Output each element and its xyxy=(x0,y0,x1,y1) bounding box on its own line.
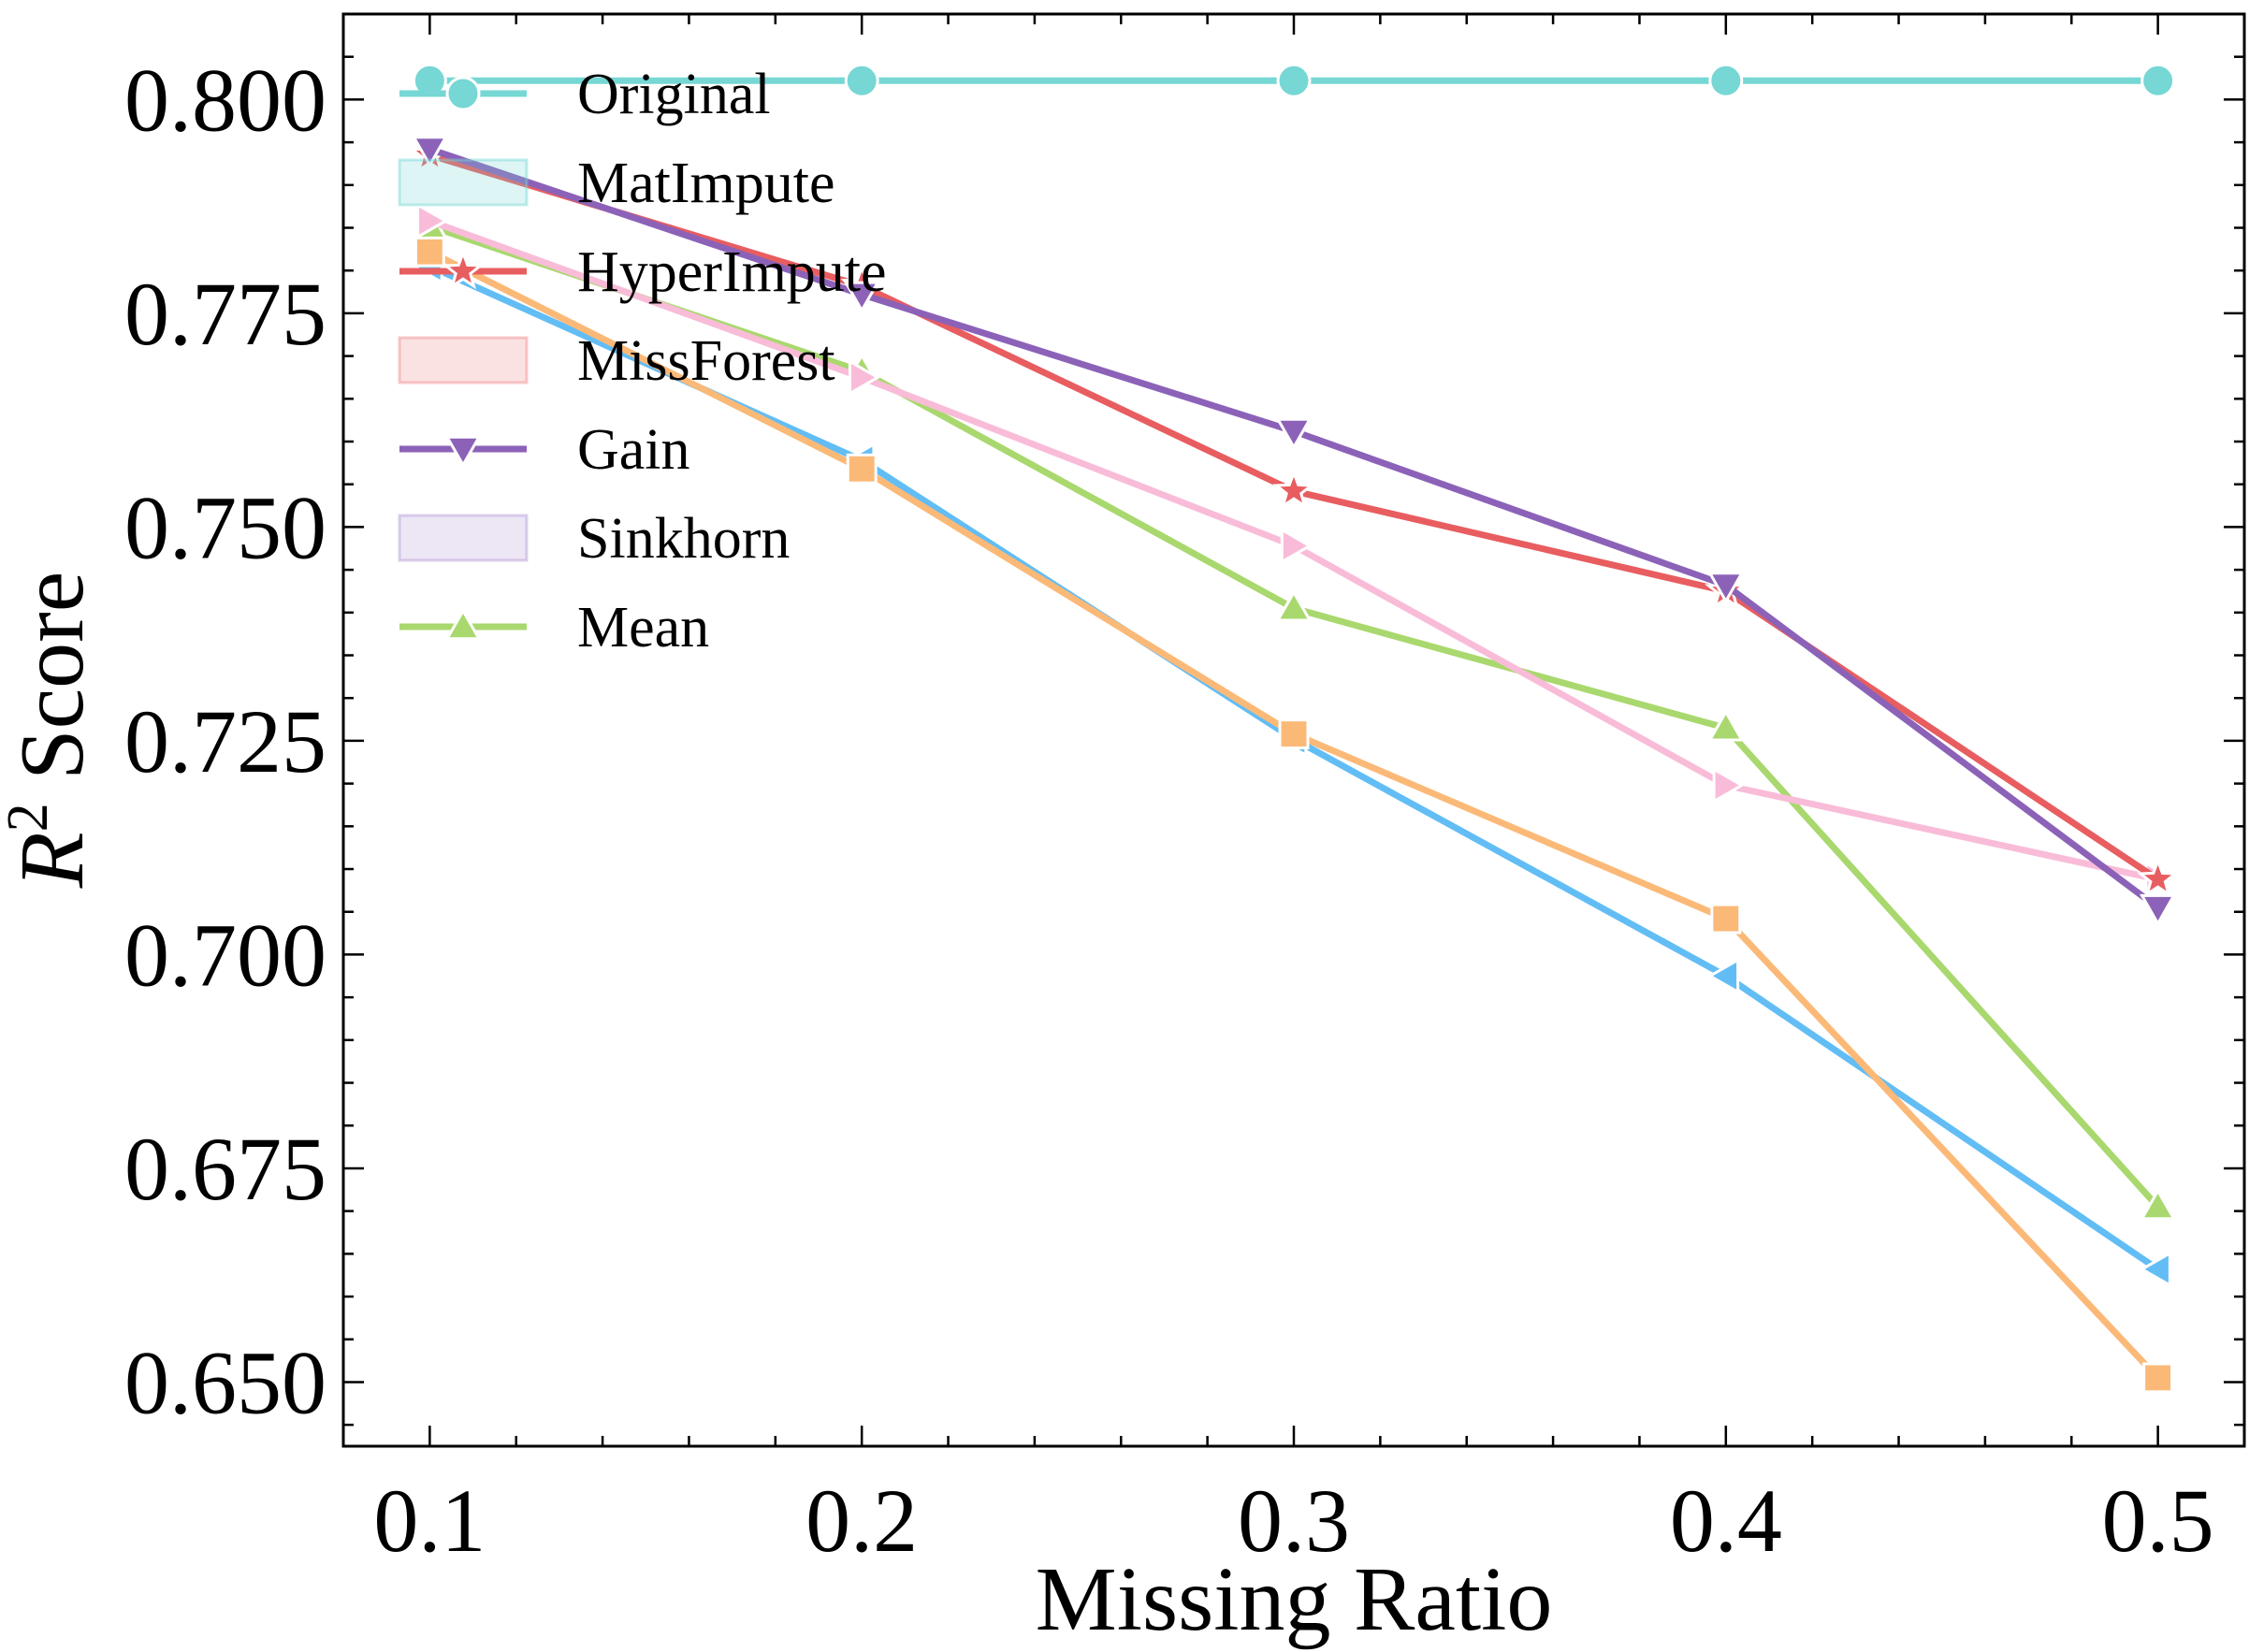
legend-marker xyxy=(444,607,482,641)
data-point xyxy=(1276,63,1312,98)
legend-entry-hyperimpute: HyperImpute xyxy=(399,240,887,304)
series-line xyxy=(428,263,2160,1272)
series-unlabeled-1 xyxy=(411,248,2171,1288)
legend-patch xyxy=(398,514,529,562)
legend-label: Gain xyxy=(577,418,690,482)
x-tick-label: 0.5 xyxy=(2102,1471,2214,1571)
legend-label: MissForest xyxy=(577,329,835,393)
data-point xyxy=(2139,1251,2171,1288)
series-original xyxy=(412,63,2176,98)
tick-labels: 0.650 0.675 0.700 0.725 0.750 0.775 0.800 0.1 0.… xyxy=(124,50,2214,1571)
legend-entry-sinkhorn: Sinkhorn xyxy=(398,507,790,571)
data-point xyxy=(1280,527,1313,565)
y-tick-label: 0.775 xyxy=(124,264,326,364)
y-tick-label: 0.725 xyxy=(124,691,326,791)
y-tick-label: 0.750 xyxy=(124,477,326,577)
legend-marker xyxy=(442,249,485,290)
x-axis-title: Missing Ratio xyxy=(1036,1549,1553,1650)
legend-label: MatImpute xyxy=(577,152,835,215)
legend-entry-mean: Mean xyxy=(399,596,709,659)
data-point xyxy=(1275,417,1313,451)
data-point xyxy=(414,236,445,268)
data-point xyxy=(1272,469,1315,510)
data-point xyxy=(848,358,881,397)
legend-label: HyperImpute xyxy=(577,240,887,304)
data-point xyxy=(1275,589,1313,622)
data-point xyxy=(416,202,449,239)
x-tick-label: 0.2 xyxy=(805,1471,918,1571)
legend-entry-matimpute: MatImpute xyxy=(398,152,835,215)
y-tick-label: 0.800 xyxy=(124,50,326,150)
data-point xyxy=(846,453,878,485)
legend-patch xyxy=(398,336,529,384)
data-point xyxy=(1708,63,1744,98)
data-point xyxy=(844,63,879,98)
legend-label: Sinkhorn xyxy=(577,507,790,571)
legend-marker xyxy=(444,435,482,469)
y-axis-title-main: R xyxy=(2,832,103,889)
data-point xyxy=(1710,903,1742,935)
data-point xyxy=(843,281,880,313)
legend-label: Original xyxy=(577,63,771,126)
series-unlabeled-2 xyxy=(414,236,2174,1394)
data-point xyxy=(1278,718,1310,750)
data-point xyxy=(1706,957,1740,994)
data-point xyxy=(2140,893,2177,927)
series-layer xyxy=(408,63,2180,1394)
data-point xyxy=(1707,709,1745,742)
data-point xyxy=(2136,857,2180,898)
data-point xyxy=(1712,766,1745,804)
y-axis-title: R2 Score xyxy=(0,572,103,890)
y-tick-label: 0.650 xyxy=(124,1332,326,1432)
plot-frame xyxy=(341,12,2246,1448)
data-point xyxy=(411,136,448,168)
x-tick-label: 0.3 xyxy=(1238,1471,1350,1571)
legend-marker xyxy=(445,76,481,111)
axis-ticks xyxy=(343,14,2244,1446)
data-point xyxy=(2142,1362,2174,1394)
series-gain xyxy=(411,136,2177,927)
legend-label: Mean xyxy=(577,596,709,659)
legend-entry-missforest: MissForest xyxy=(398,329,835,393)
y-axis-title-sup: 2 xyxy=(0,803,60,832)
x-tick-label: 0.4 xyxy=(1670,1471,1782,1571)
data-point xyxy=(1707,572,1745,604)
legend-patch xyxy=(398,158,529,207)
data-point xyxy=(2140,1188,2177,1221)
legend-entry-gain: Gain xyxy=(399,418,690,482)
y-axis-title-rest: Score xyxy=(2,572,103,804)
y-tick-label: 0.675 xyxy=(124,1119,326,1219)
legend-entry-original: Original xyxy=(399,63,771,126)
legend: Original MatImpute HyperImpute MissForest Ga… xyxy=(398,63,887,659)
y-tick-label: 0.700 xyxy=(124,905,326,1005)
x-tick-label: 0.1 xyxy=(373,1471,486,1571)
data-point xyxy=(2140,63,2176,98)
